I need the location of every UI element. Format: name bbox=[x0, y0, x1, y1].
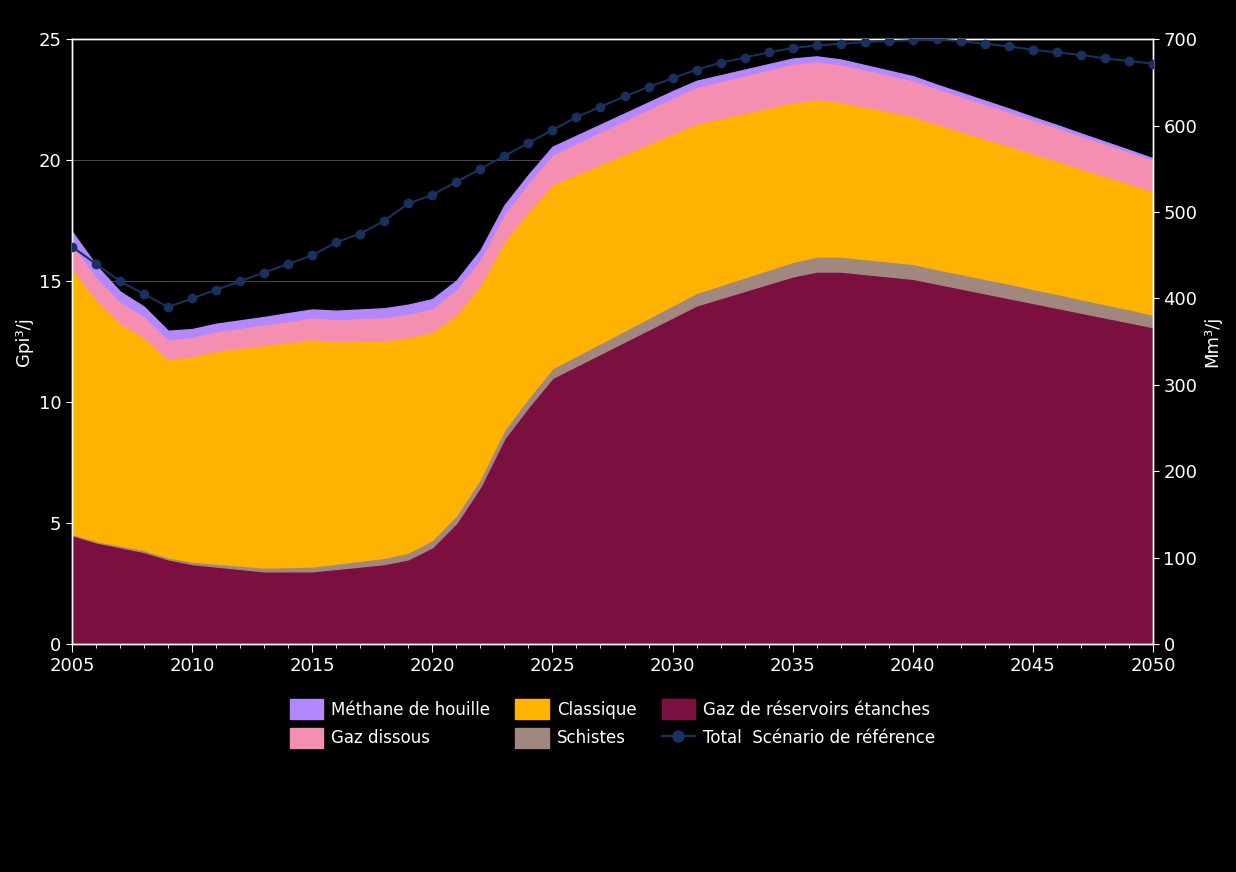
Legend: Méthane de houille, Gaz dissous, Classique, Schistes, Gaz de réservoirs étanches: Méthane de houille, Gaz dissous, Classiq… bbox=[282, 691, 944, 756]
Y-axis label: Gpi³/j: Gpi³/j bbox=[15, 317, 33, 366]
Y-axis label: Mm³/j: Mm³/j bbox=[1203, 316, 1221, 367]
